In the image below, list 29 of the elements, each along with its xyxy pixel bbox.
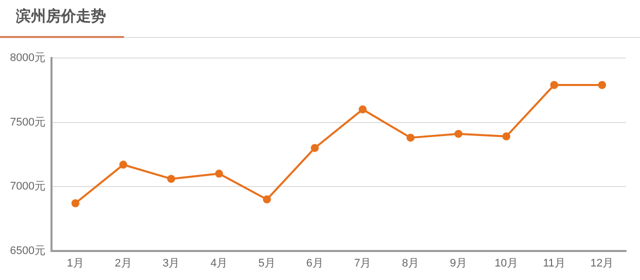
point <box>215 170 224 178</box>
point <box>454 130 462 138</box>
x-tick-label: 9月 <box>450 257 467 270</box>
point <box>167 174 176 183</box>
x-tick-label: 11月 <box>542 257 566 270</box>
y-tick-label: 7500元 <box>10 116 46 128</box>
x-tick-label: 8月 <box>402 257 420 270</box>
x-tick-label: 6月 <box>306 257 324 270</box>
x-tick-label: 7月 <box>354 257 372 270</box>
point <box>71 199 80 208</box>
point <box>406 134 415 142</box>
y-tick-label: 8000元 <box>10 52 46 64</box>
point <box>310 144 319 152</box>
x-tick-label: 10月 <box>494 257 518 270</box>
x-tick-label: 3月 <box>162 257 180 270</box>
x-tick-label: 2月 <box>114 257 132 270</box>
x-tick-label: 12月 <box>590 257 614 270</box>
point <box>598 80 606 89</box>
point <box>358 105 367 114</box>
x-tick-label: 5月 <box>258 257 276 270</box>
point <box>550 80 558 89</box>
y-tick-label: 7000元 <box>10 180 46 193</box>
point <box>502 132 510 140</box>
chart-title: 滨州房价走势 <box>16 7 106 26</box>
y-tick-label: 6500元 <box>10 244 46 257</box>
point <box>262 195 271 204</box>
point <box>119 160 128 169</box>
x-tick-label: 4月 <box>210 257 228 270</box>
x-tick-label: 1月 <box>66 257 84 270</box>
